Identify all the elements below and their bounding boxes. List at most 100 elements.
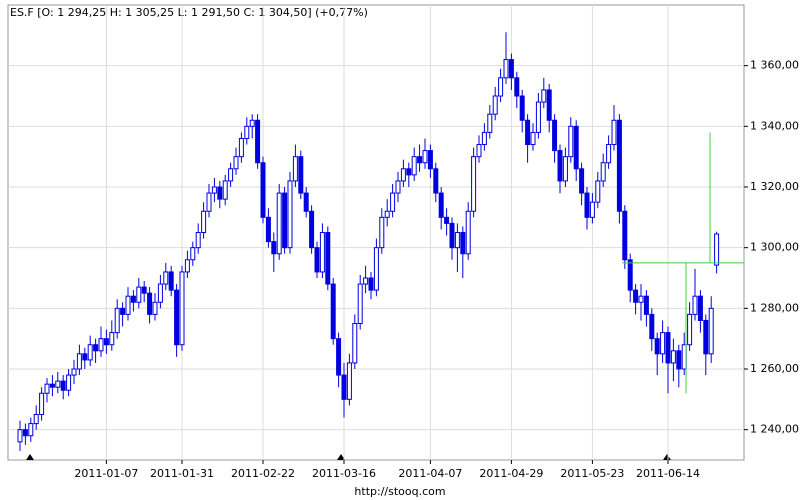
candle-body [93, 344, 99, 352]
candle-body [141, 286, 147, 294]
candle-body [260, 162, 266, 218]
x-tick-label: 2011-05-23 [560, 467, 624, 480]
y-tick-label: 1 340,00 [750, 119, 799, 132]
candle-body [109, 332, 115, 346]
candle-body [341, 374, 347, 400]
candle-body [714, 233, 720, 266]
candle-body [179, 271, 185, 346]
candle-body [627, 259, 633, 291]
candle-body [373, 247, 379, 291]
candle-body [422, 150, 428, 164]
candle-body [152, 301, 158, 315]
y-tick-label: 1 320,00 [750, 180, 799, 193]
candle-body [692, 295, 698, 315]
candle-body [33, 414, 39, 425]
candle-body [233, 156, 239, 170]
candle-body [660, 332, 666, 355]
candle-body [184, 259, 190, 273]
marker [26, 454, 34, 460]
candle-body [449, 222, 455, 249]
candle-body [417, 156, 423, 164]
candle-body [201, 210, 207, 233]
candle-body [336, 338, 342, 376]
candle-body [282, 192, 288, 249]
candle-body [271, 241, 277, 255]
candle-body [136, 286, 142, 303]
candle-body [460, 232, 466, 255]
candle-body [325, 232, 331, 285]
candle-body [573, 125, 579, 170]
candle-body [654, 338, 660, 355]
candle-body [411, 156, 417, 176]
x-tick-label: 2011-04-29 [479, 467, 543, 480]
candle-body [292, 156, 298, 182]
y-tick-label: 1 360,00 [750, 59, 799, 72]
candle-body [541, 89, 547, 103]
candle-body [206, 192, 212, 212]
candle-body [379, 216, 385, 249]
candle-body [546, 89, 552, 121]
x-tick-label: 2011-03-16 [312, 467, 376, 480]
candle-body [265, 216, 271, 243]
candle-body [55, 380, 61, 388]
x-tick-label: 2011-06-14 [636, 467, 700, 480]
candle-body [606, 144, 612, 164]
candle-body [163, 271, 169, 285]
candle-body [238, 137, 244, 158]
candle-body [600, 162, 606, 182]
candle-body [703, 319, 709, 355]
candle-body [406, 168, 412, 176]
y-tick-label: 1 240,00 [750, 423, 799, 436]
candle-body [125, 295, 131, 315]
candle-body [670, 350, 676, 364]
x-tick-label: 2011-01-31 [150, 467, 214, 480]
candle-body [552, 119, 558, 152]
candle-body [676, 350, 682, 370]
candle-body [390, 192, 396, 212]
candle-body [395, 180, 401, 194]
candle-body [508, 59, 514, 79]
candle-body [433, 168, 439, 194]
candle-body [697, 295, 703, 321]
x-tick-label: 2011-01-07 [74, 467, 138, 480]
candle-body [44, 383, 50, 394]
candle-body [519, 95, 525, 121]
candle-body [352, 323, 358, 364]
candle-body [589, 201, 595, 218]
candle-body [481, 131, 487, 146]
y-tick-label: 1 300,00 [750, 241, 799, 254]
candle-body [28, 423, 34, 437]
candle-body [217, 186, 223, 200]
y-tick-label: 1 280,00 [750, 301, 799, 314]
marker [337, 454, 345, 460]
candle-body [49, 383, 55, 388]
candle-body [147, 292, 153, 315]
candle-body [471, 156, 477, 212]
candle-body [346, 362, 352, 400]
candle-body [103, 338, 109, 346]
candle-body [444, 216, 450, 224]
footer: http://stooq.com [354, 485, 445, 498]
candle-body [22, 429, 28, 437]
candle-body [487, 113, 493, 133]
candle-body [39, 392, 45, 415]
candle-body [249, 119, 255, 127]
candle-body [98, 338, 104, 352]
plot-frame [7, 4, 745, 461]
candle-body [287, 180, 293, 249]
candle-body [17, 429, 23, 443]
candle-body [568, 125, 574, 158]
candle-body [465, 210, 471, 255]
candle-body [514, 77, 520, 97]
candle-body [244, 125, 250, 139]
candle-body [174, 289, 180, 346]
candle-body [530, 131, 536, 146]
candle-body [643, 295, 649, 315]
candle-body [400, 168, 406, 182]
candle-body [303, 192, 309, 212]
candle-body [190, 247, 196, 261]
candle-body [622, 210, 628, 261]
candle-body [454, 232, 460, 249]
candle-body [87, 344, 93, 361]
candle-body [211, 186, 217, 194]
